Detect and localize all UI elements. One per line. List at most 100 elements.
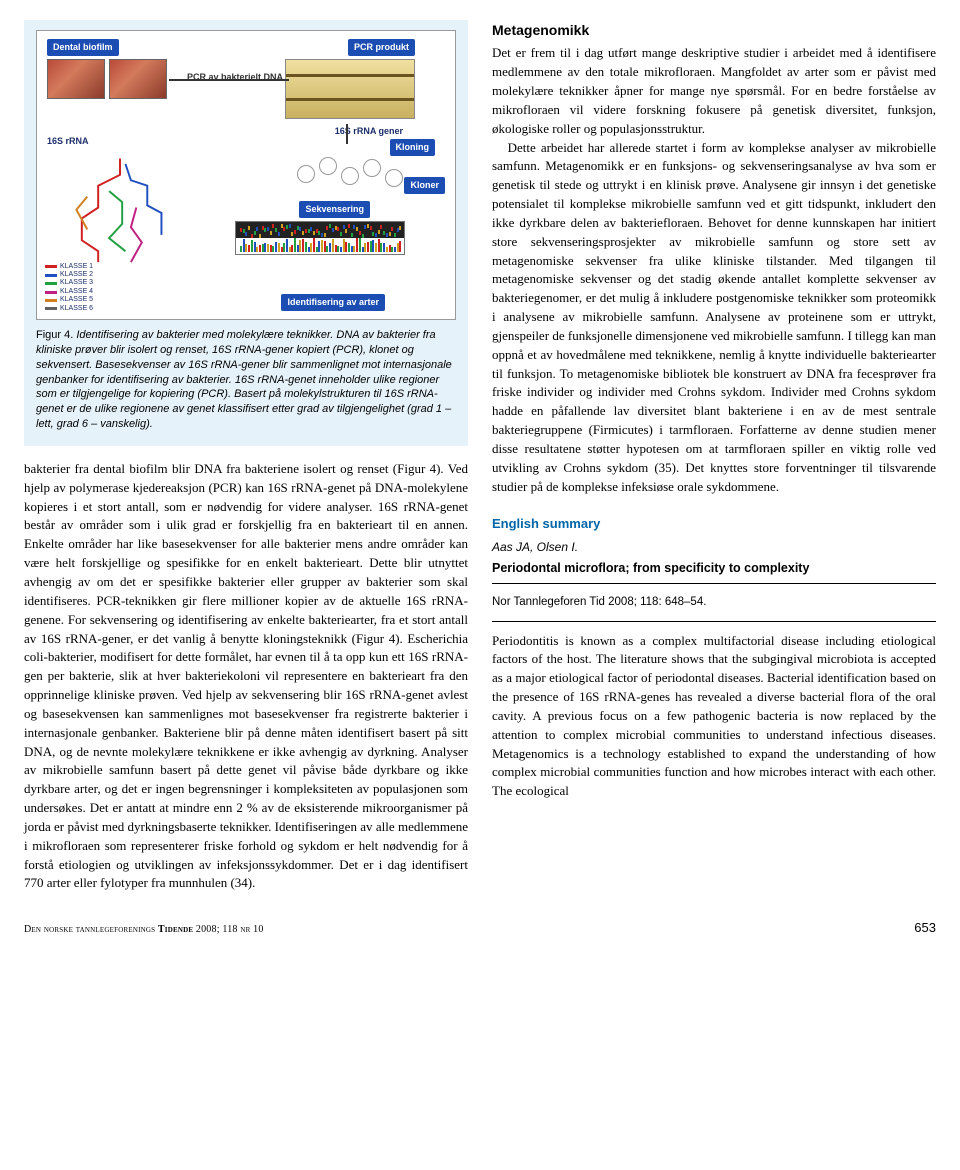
seq-peak xyxy=(275,242,277,252)
seq-peak xyxy=(272,246,274,252)
figure-4-caption: Figur 4. Identifisering av bakterier med… xyxy=(36,328,456,432)
english-body: Periodontitis is known as a complex mult… xyxy=(492,632,936,802)
seq-band xyxy=(399,226,401,230)
biofilm-thumb-1 xyxy=(47,59,105,99)
seq-peak xyxy=(318,241,320,252)
biofilm-thumb-2 xyxy=(109,59,167,99)
seq-peak xyxy=(281,247,283,252)
english-paragraph: Periodontitis is known as a complex mult… xyxy=(492,632,936,802)
seq-peak xyxy=(251,240,253,252)
seq-band xyxy=(291,232,293,236)
seq-band xyxy=(283,227,285,231)
legend-label: KLASSE 1 xyxy=(60,263,93,271)
rrna-structure-icon xyxy=(65,153,175,273)
seq-band xyxy=(318,231,320,235)
label-identifisering: Identifisering av arter xyxy=(281,294,385,311)
seq-band xyxy=(262,226,264,230)
seq-peak xyxy=(362,247,364,252)
seq-peak xyxy=(259,245,261,252)
legend-swatch xyxy=(45,265,57,268)
legend-label: KLASSE 2 xyxy=(60,271,93,279)
page-number: 653 xyxy=(914,919,936,938)
seq-band xyxy=(332,228,334,232)
seq-band xyxy=(380,225,382,229)
legend-row-3: KLASSE 3 xyxy=(45,279,93,287)
seq-peak xyxy=(370,241,372,252)
seq-peak xyxy=(291,245,293,252)
legend-row-4: KLASSE 4 xyxy=(45,288,93,296)
legend-label: KLASSE 5 xyxy=(60,296,93,304)
seq-band xyxy=(351,233,353,237)
seq-band xyxy=(375,233,377,237)
seq-band xyxy=(286,225,288,229)
seq-band xyxy=(299,227,301,231)
seq-band xyxy=(308,229,310,233)
legend-swatch xyxy=(45,291,57,294)
divider xyxy=(492,583,936,584)
seq-band xyxy=(394,233,396,237)
chromatogram-icon xyxy=(235,221,405,255)
label-pcr-produkt: PCR produkt xyxy=(348,39,415,56)
seq-peak xyxy=(305,242,307,252)
clone-dot xyxy=(363,159,381,177)
seq-peak xyxy=(353,246,355,252)
label-kloning: Kloning xyxy=(390,139,436,156)
seq-peak xyxy=(308,247,310,252)
seq-peak xyxy=(394,247,396,252)
label-dental-biofilm: Dental biofilm xyxy=(47,39,119,56)
right-p1: Det er frem til i dag utført mange deskr… xyxy=(492,44,936,138)
seq-peak xyxy=(245,244,247,252)
seq-band xyxy=(378,230,380,234)
seq-band xyxy=(305,229,307,233)
page-columns: Dental biofilm PCR av bakterielt DNA PCR… xyxy=(24,20,936,893)
clone-dot xyxy=(319,157,337,175)
seq-peak xyxy=(264,243,266,252)
right-column: Metagenomikk Det er frem til i dag utfør… xyxy=(492,20,936,893)
seq-peak xyxy=(380,243,382,252)
label-16s-rrna: 16S rRNA xyxy=(47,135,89,148)
label-pcr-dna: PCR av bakterielt DNA xyxy=(187,71,283,84)
seq-band xyxy=(340,232,342,236)
seq-peak xyxy=(364,243,366,252)
arrow-icon xyxy=(346,124,348,144)
seq-peak xyxy=(337,246,339,252)
right-p2: Dette arbeidet har allerede startet i fo… xyxy=(492,139,936,497)
seq-band xyxy=(329,224,331,228)
seq-band xyxy=(386,233,388,237)
footer-journal: Den norske tannlegeforenings Tidende 200… xyxy=(24,923,264,938)
seq-peak xyxy=(302,239,304,252)
seq-peak xyxy=(313,238,315,252)
seq-band xyxy=(326,226,328,230)
seq-band xyxy=(289,224,291,228)
seq-peak xyxy=(359,238,361,252)
seq-band xyxy=(397,228,399,232)
seq-band xyxy=(272,224,274,228)
seq-peak xyxy=(335,245,337,252)
divider xyxy=(492,621,936,622)
seq-band xyxy=(245,232,247,236)
seq-peak xyxy=(367,242,369,252)
seq-band xyxy=(343,225,345,229)
seq-band xyxy=(383,231,385,235)
clone-dot xyxy=(341,167,359,185)
metagenomikk-heading: Metagenomikk xyxy=(492,20,936,40)
seq-peak xyxy=(348,243,350,252)
seq-peak xyxy=(383,243,385,252)
footer-e: 10 xyxy=(250,924,263,935)
legend-row-6: KLASSE 6 xyxy=(45,305,93,313)
figure-4-wrapper: Dental biofilm PCR av bakterielt DNA PCR… xyxy=(24,20,468,460)
seq-peak xyxy=(289,247,291,252)
legend-row-2: KLASSE 2 xyxy=(45,271,93,279)
seq-peak xyxy=(356,238,358,252)
seq-band xyxy=(353,225,355,229)
seq-peak xyxy=(283,243,285,252)
seq-band xyxy=(337,227,339,231)
seq-band xyxy=(278,232,280,236)
seq-band xyxy=(256,227,258,231)
seq-band xyxy=(248,226,250,230)
seq-band xyxy=(348,224,350,228)
seq-peak xyxy=(297,245,299,252)
legend-swatch xyxy=(45,282,57,285)
figure-4: Dental biofilm PCR av bakterielt DNA PCR… xyxy=(24,20,468,446)
seq-band xyxy=(389,232,391,236)
